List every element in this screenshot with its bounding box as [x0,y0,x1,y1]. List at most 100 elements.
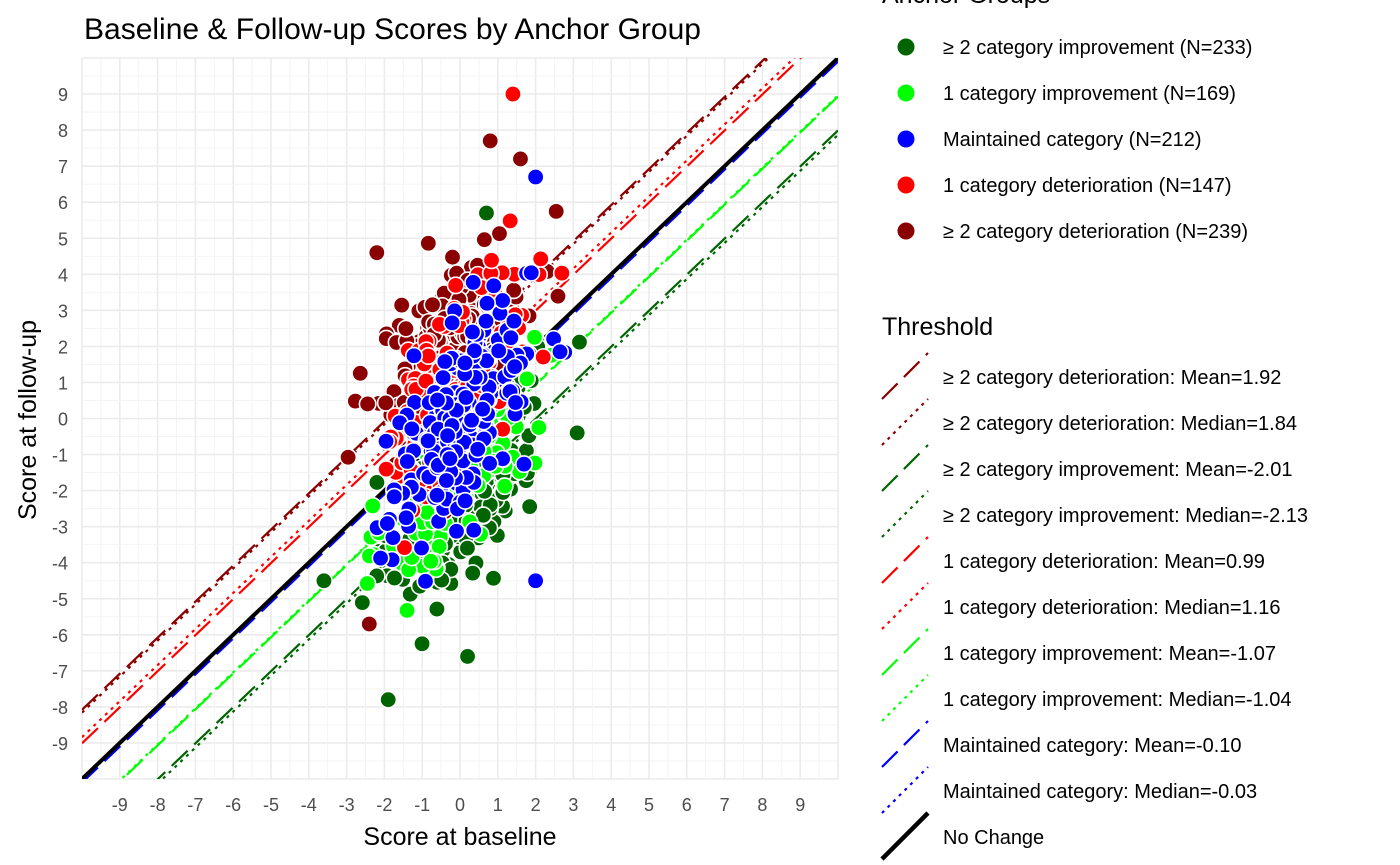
x-tick-label: 8 [757,795,767,815]
threshold-line [82,58,803,745]
data-point [551,342,570,361]
y-tick-label: 4 [58,265,68,285]
data-point [505,357,524,376]
data-point [568,423,587,442]
data-point [484,569,503,588]
data-point [413,634,432,653]
data-point [552,264,571,283]
data-point [520,497,539,516]
data-point [463,323,482,342]
data-point [398,452,417,471]
data-point [421,552,440,571]
data-point [430,537,449,556]
data-point [438,426,457,445]
x-tick-label: 6 [682,795,692,815]
x-tick-label: -6 [225,795,241,815]
data-point [363,496,382,515]
data-point [465,341,484,360]
legend-threshold-label: ≥ 2 category improvement: Median=-2.13 [943,505,1308,527]
legend-threshold-label: Maintained category: Mean=-0.10 [943,735,1242,757]
data-point [378,514,397,533]
data-point [377,460,396,479]
data-point [339,448,358,467]
y-tick-label: -7 [52,662,68,682]
legend-threshold-key [881,352,929,400]
legend-threshold-key [880,811,930,861]
legend-threshold-title: Threshold [882,313,993,341]
data-point [455,353,474,372]
x-tick-label: -1 [414,795,430,815]
data-point [396,319,415,338]
x-tick-label: 7 [720,795,730,815]
y-tick-label: 7 [58,157,68,177]
legend-group-key [897,38,915,56]
data-point [464,273,483,292]
legend-thresholds: Threshold ≥ 2 category deterioration: Me… [880,313,1308,861]
data-point [447,522,466,541]
data-point [489,341,508,360]
data-point [548,287,567,306]
y-tick-label: -3 [52,518,68,538]
data-point [526,167,545,186]
data-point [473,400,492,419]
x-tick-label: 4 [606,795,616,815]
data-point [423,295,442,314]
data-point [514,455,533,474]
data-point [427,600,446,619]
x-tick-label: -3 [339,795,355,815]
y-tick-label: -9 [52,734,68,754]
data-point [402,419,421,438]
data-point [377,432,396,451]
data-points [314,85,589,709]
y-tick-label: 0 [58,410,68,430]
data-point [435,352,454,371]
threshold-line [120,95,838,779]
data-point [501,328,520,347]
threshold-line [82,58,768,711]
legend-group-key [897,176,915,194]
data-point [360,614,379,633]
legend-threshold-key [881,628,929,676]
y-tick-label: -8 [52,698,68,718]
data-point [462,411,481,430]
data-point [456,388,475,407]
legend-threshold-key [881,490,929,538]
data-point [428,486,447,505]
y-tick-label: -4 [52,554,68,574]
data-point [443,248,462,267]
data-point [522,263,541,282]
y-tick-label: -1 [52,446,68,466]
data-point [385,487,404,506]
legend-threshold-label: ≥ 2 category deterioration: Mean=1.92 [943,367,1281,389]
data-point [482,251,501,270]
data-point [526,571,545,590]
chart-title: Baseline & Follow-up Scores by Anchor Gr… [84,13,701,46]
legend-threshold-label: 1 category deterioration: Median=1.16 [943,597,1280,619]
data-point [501,211,520,230]
legend-threshold-key [881,444,929,492]
data-point [398,601,417,620]
data-point [468,440,487,459]
legend-threshold-key [881,766,929,814]
x-tick-label: 1 [493,795,503,815]
data-point [484,276,503,295]
data-point [531,249,550,268]
data-point [478,294,497,313]
x-tick-label: 2 [531,795,541,815]
y-tick-label: -2 [52,482,68,502]
legend-threshold-label: 1 category improvement: Mean=-1.07 [943,643,1276,665]
legend-threshold-key [881,720,929,768]
axis-ticks: -9 -8 -7 -6 -5 -4 -3 -2 -1 0 1 2 3 4 5 6 7 8 9 -9 -8 -7 -6 -5 -4… [52,85,805,815]
y-tick-label: 9 [58,85,68,105]
data-point [511,149,530,168]
legend-threshold-key [881,674,929,722]
legend-group-key [897,130,915,148]
legend-groups-title: Anchor Groups [882,0,1050,9]
legend-anchor-groups: Anchor Groups ≥ 2 category improvement (… [882,0,1252,243]
data-point [428,391,447,410]
legend-threshold-label: 1 category deterioration: Mean=0.99 [943,551,1265,573]
legend-group-key [897,222,915,240]
data-point [314,571,333,590]
legend-threshold-label: ≥ 2 category improvement: Mean=-2.01 [943,459,1292,481]
